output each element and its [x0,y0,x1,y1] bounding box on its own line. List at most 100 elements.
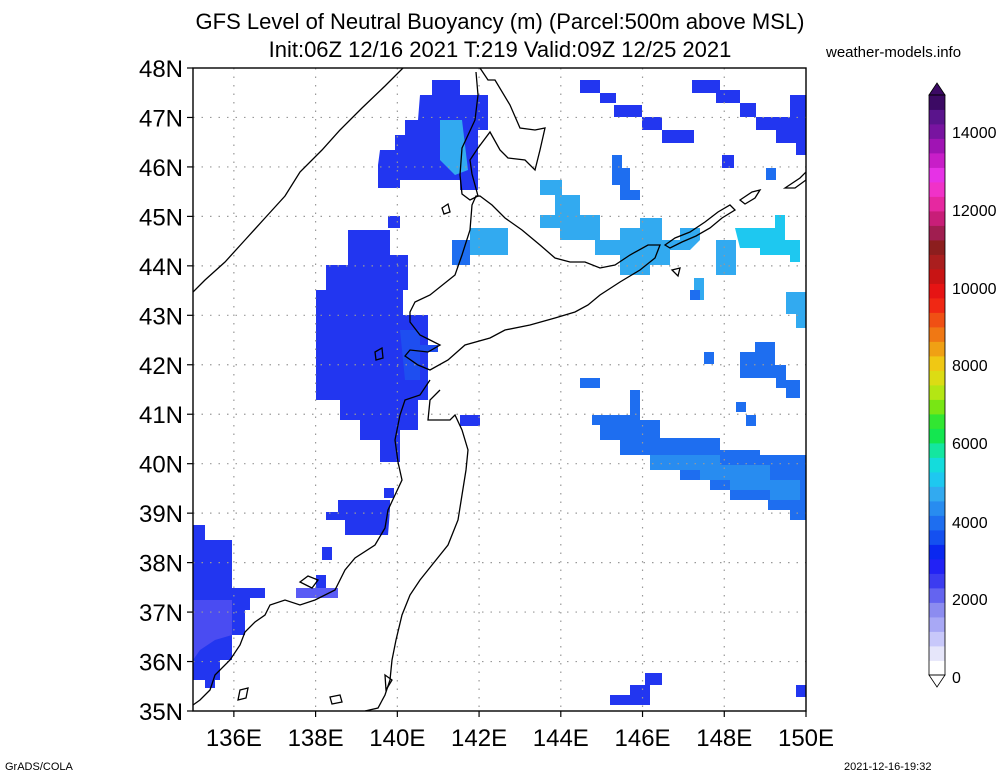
colorbar-swatch [929,138,945,154]
colorbar-label: 2000 [952,592,988,609]
render-timestamp: 2021-12-16-19:32 [844,761,932,773]
field-patch [612,155,640,200]
field-patch [193,600,232,660]
lat-tick-label: 40N [139,452,183,479]
field-patch [786,292,806,328]
lat-tick-label: 47N [139,105,183,132]
field-patch [460,415,480,426]
colorbar-frame [928,94,946,676]
coastline-mainland [193,68,404,293]
colorbar-swatch [929,631,945,647]
colorbar-swatch [929,269,945,284]
colorbar-swatch [929,443,945,458]
lat-tick-label: 36N [139,650,183,677]
field-patch [722,155,734,168]
colorbar-swatch [929,153,945,168]
field-patch [740,103,756,117]
colorbar-swatch [929,559,945,574]
coastline-okushiri [374,346,384,361]
field-patch [690,290,700,300]
coastline-kurils-2 [738,188,762,205]
field-patch [316,575,326,588]
colorbar-swatch [929,283,945,299]
coastline-sakhalin [459,68,546,201]
field-patch [540,180,700,275]
colorbar-swatch [929,356,945,371]
colorbar-swatch [929,124,945,139]
field-patch [796,685,806,697]
lat-tick-label: 42N [139,353,183,380]
colorbar-swatch [929,602,945,618]
colorbar-swatch [929,660,945,676]
field-patch [740,342,800,398]
field-patch [316,230,428,462]
lon-tick-label: 140E [369,725,425,752]
colorbar-swatch [929,515,945,531]
lat-tick-label: 35N [139,699,183,726]
colorbar-max-arrow [928,82,946,96]
coastlines [193,68,806,711]
colorbar-swatch [929,385,945,400]
chart-title: GFS Level of Neutral Buoyancy (m) (Parce… [195,9,805,34]
colorbar-label: 4000 [952,515,988,532]
map-frame [192,67,807,712]
colorbar-swatch [929,428,945,444]
colorbar-swatch [929,486,945,502]
coastline-kurils-1 [663,204,737,249]
field-patch [692,80,740,103]
coastline-kurils-4 [670,267,681,278]
field-patch [610,673,662,705]
field-patch [716,240,736,275]
colorbar-swatch [929,254,945,270]
site-credit: weather-models.info [826,44,962,61]
coastline-honshu [364,389,469,711]
colorbar-label: 10000 [952,281,997,298]
lat-tick-label: 44N [139,254,183,281]
colorbar-swatch [929,399,945,415]
field-patch [746,415,756,426]
colorbar-swatch [929,167,945,183]
colorbar-label: 6000 [952,436,988,453]
colorbar-swatch [929,617,945,632]
colorbar-swatch [929,588,945,603]
lat-tick-label: 45N [139,204,183,231]
field-patch [580,378,600,388]
field-patch [736,402,746,412]
colorbar-label: 8000 [952,358,988,375]
buoyancy-shading [193,80,806,705]
colorbar-label: 12000 [952,203,997,220]
lat-tick-label: 48N [139,56,183,83]
coastline-noto [237,687,249,701]
field-patch [322,547,332,560]
lon-tick-label: 138E [288,725,344,752]
lon-tick-label: 136E [206,725,262,752]
field-patch [650,455,800,500]
coastline-izu [329,694,343,705]
map-axes: 35N 36N 37N 38N 39N 40N 41N 42N 43N 44N 45N 46N 47N 4… [139,56,834,752]
field-patch [384,488,394,498]
coastline-kurils-3 [782,171,806,189]
colorbar-swatch [929,472,945,487]
colorbar-swatch [929,211,945,226]
colorbar-swatch [929,544,945,560]
colorbar-label: 14000 [952,125,997,142]
map-gridlines [193,68,806,711]
field-patch [735,215,800,262]
colorbar-swatch [929,341,945,357]
lat-tick-label: 38N [139,551,183,578]
coastline-hokkaido [404,195,661,371]
colorbar-swatch [929,573,945,589]
colorbar-swatch [929,109,945,125]
colorbar-swatch [929,646,945,661]
colorbar-swatch [929,530,945,545]
coastline-oshima [384,673,393,693]
field-patch [296,588,338,598]
field-patch [400,330,438,380]
colorbar-swatch [929,457,945,473]
colorbar-swatch [929,327,945,342]
colorbar-min-arrow [928,674,946,688]
chart-subtitle: Init:06Z 12/16 2021 T:219 Valid:09Z 12/2… [268,37,732,62]
colorbar-swatch [929,225,945,241]
colorbar-swatch [929,240,945,255]
